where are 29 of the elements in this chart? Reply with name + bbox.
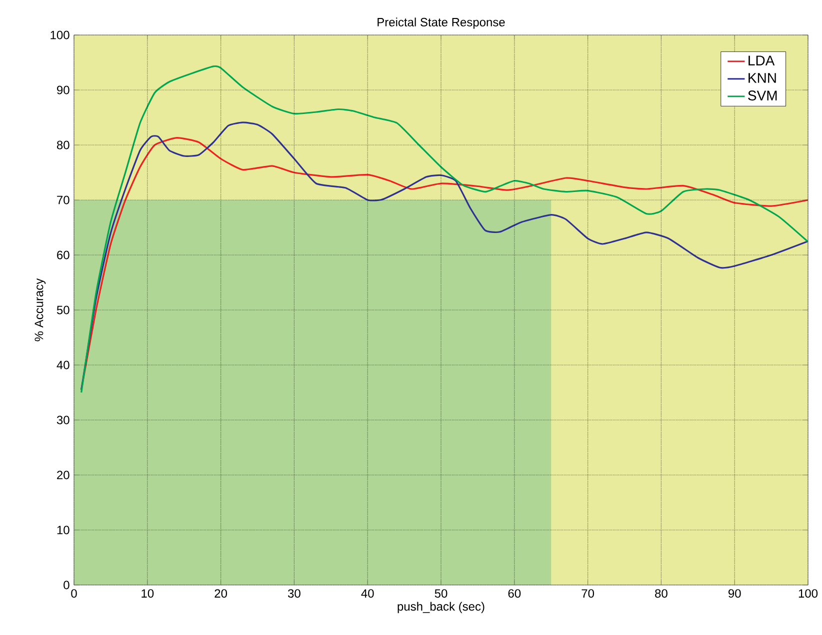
- y-tick-label: 0: [64, 580, 70, 590]
- x-tick-label: 100: [798, 589, 818, 598]
- x-tick-label: 80: [655, 589, 668, 598]
- x-tick-label: 30: [288, 589, 300, 598]
- x-tick-label: 40: [361, 589, 374, 598]
- y-tick-label: 60: [57, 250, 70, 260]
- y-tick-label: 80: [56, 140, 70, 150]
- x-tick-label: 70: [582, 589, 594, 598]
- y-tick-label: 50: [56, 306, 70, 314]
- y-tick-label: 90: [57, 86, 70, 94]
- y-tick-label: 20: [57, 470, 70, 480]
- x-tick-label: 10: [142, 589, 154, 598]
- x-axis-title: push_back (sec): [398, 602, 484, 614]
- x-tick-label: 0: [71, 589, 77, 598]
- y-tick-label: 30: [56, 416, 70, 424]
- x-tick-label: 50: [434, 589, 448, 598]
- y-tick-label: 40: [56, 360, 70, 370]
- y-tick-label: 100: [50, 30, 70, 40]
- line-series: [80, 66, 808, 394]
- chart-title: Preictal State Response: [378, 18, 505, 29]
- legend-label: SVM: [748, 90, 777, 100]
- y-axis-title: % Accuracy: [34, 278, 46, 342]
- legend-label: KNN: [748, 73, 776, 83]
- x-tick-label: 20: [214, 589, 228, 598]
- x-tick-label: 90: [728, 589, 741, 598]
- x-tick-label: 60: [508, 589, 521, 598]
- y-tick-label: 10: [57, 526, 70, 534]
- legend-label: LDA: [748, 56, 775, 66]
- y-tick-label: 70: [57, 196, 70, 204]
